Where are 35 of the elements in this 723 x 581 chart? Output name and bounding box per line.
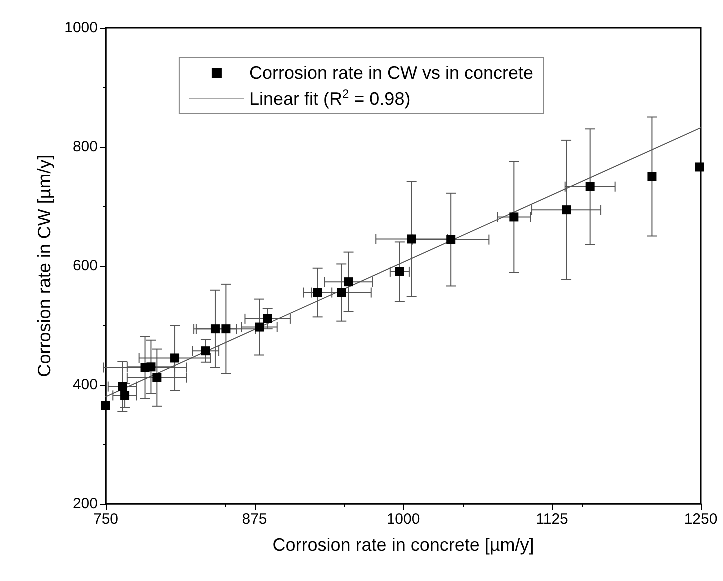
point	[395, 267, 404, 276]
x-tick-label: 875	[242, 511, 268, 528]
y-axis-title: Corrosion rate in CW [µm/y]	[34, 154, 55, 378]
legend-label: Corrosion rate in CW vs in concrete	[249, 63, 534, 83]
point	[313, 288, 322, 298]
y-tick-label: 1000	[64, 20, 98, 36]
x-tick-label: 1125	[536, 511, 568, 528]
point	[102, 401, 110, 410]
point	[255, 322, 264, 332]
point	[170, 354, 180, 363]
point	[152, 373, 162, 382]
point	[648, 172, 657, 182]
x-axis-title: Corrosion rate in concrete [µm/y]	[272, 535, 534, 555]
y-tick-label: 800	[72, 138, 98, 156]
point	[446, 235, 456, 244]
point	[337, 288, 346, 298]
y-tick-label: 200	[72, 496, 98, 512]
point	[201, 346, 210, 356]
x-tick-label: 1250	[684, 511, 718, 528]
x-tick-label: 1000	[386, 511, 420, 528]
point	[562, 206, 572, 215]
point	[407, 234, 416, 244]
point	[510, 212, 519, 222]
y-tick-label: 400	[72, 376, 98, 394]
y-tick-label: 600	[72, 258, 98, 274]
point	[146, 362, 156, 372]
point	[263, 314, 272, 324]
point	[586, 182, 595, 192]
point	[344, 278, 354, 287]
point	[118, 382, 128, 392]
point	[210, 324, 220, 334]
x-tick-label: 750	[93, 511, 119, 528]
point	[222, 324, 231, 334]
point	[120, 391, 130, 400]
point	[695, 162, 704, 172]
